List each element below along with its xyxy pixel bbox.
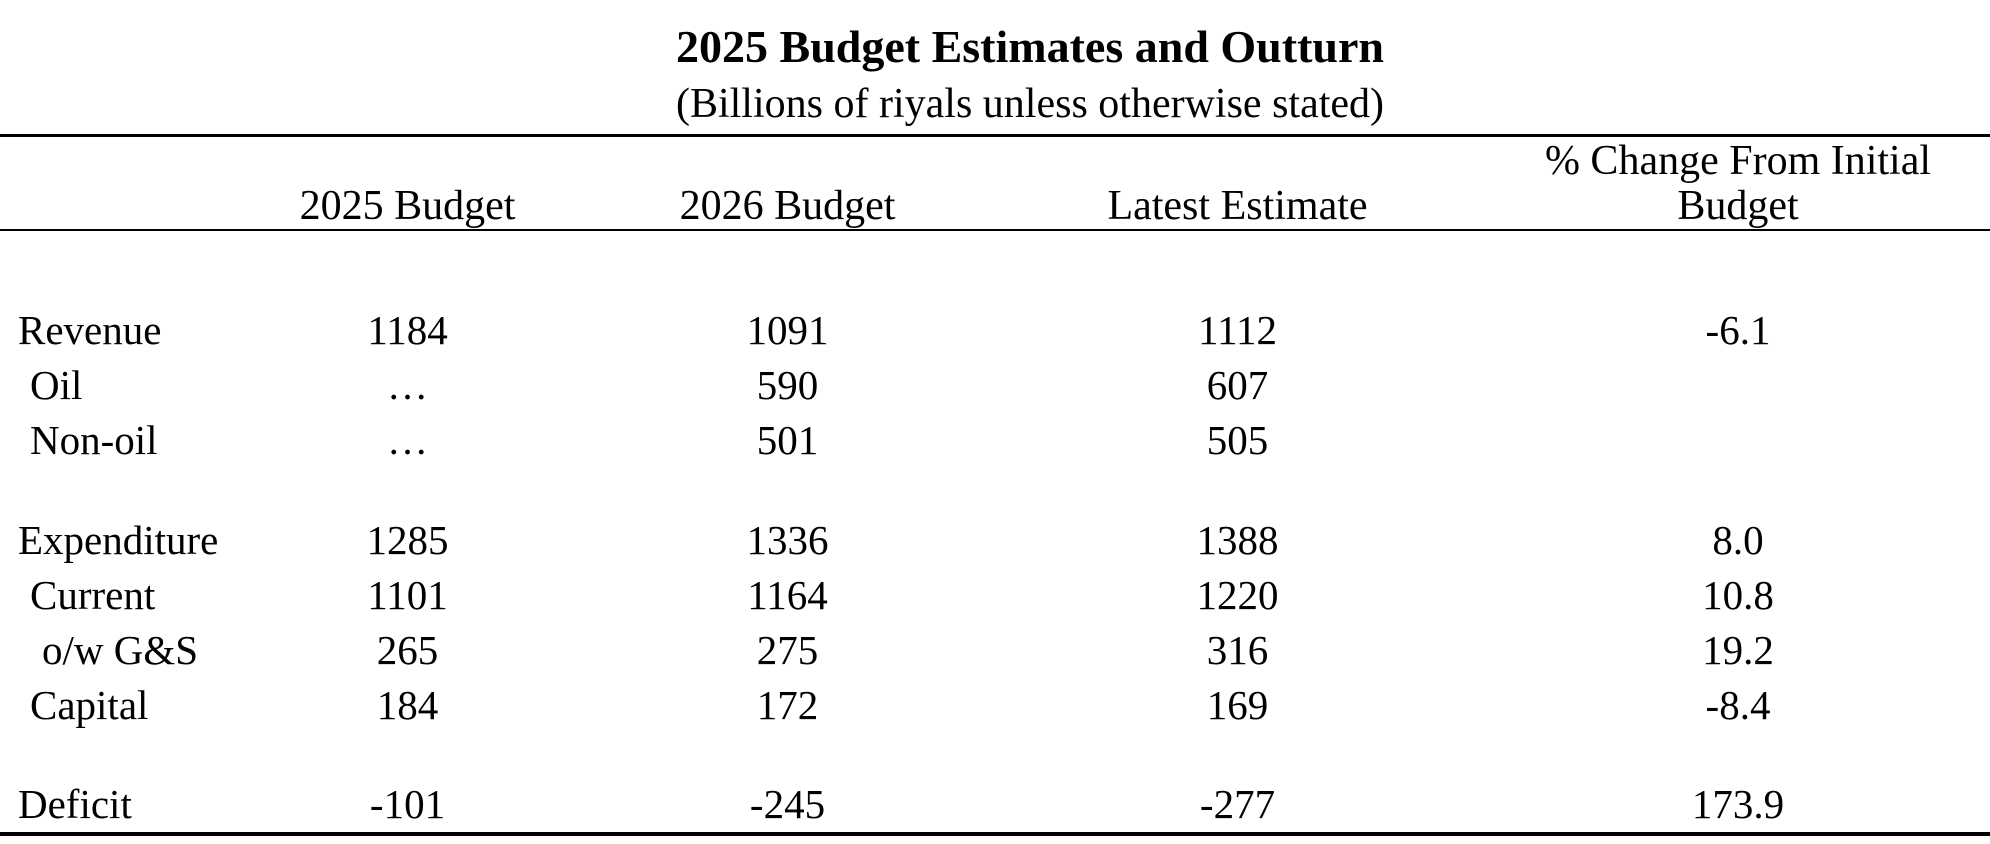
table-cell: -101 xyxy=(369,781,446,827)
table-header: % Change From Initial 2025 Budget 2026 B… xyxy=(0,137,1990,229)
table-cell: … xyxy=(387,362,428,408)
table-cell: 19.2 xyxy=(1702,627,1774,673)
row-label: Deficit xyxy=(18,781,132,827)
header-row-2: 2025 Budget 2026 Budget Latest Estimate … xyxy=(0,183,1990,229)
title-block: 2025 Budget Estimates and Outturn (Billi… xyxy=(0,0,1990,134)
column-header-2026-budget: 2026 Budget xyxy=(679,183,896,229)
page-title: 2025 Budget Estimates and Outturn xyxy=(676,21,1384,72)
row-label: o/w G&S xyxy=(42,627,199,673)
table-row-expenditure: Expenditure 1285 1336 1388 8.0 xyxy=(0,513,1990,568)
table-row-oil: Oil … 590 607 xyxy=(0,358,1990,413)
spacer-row xyxy=(0,733,1990,777)
table-cell: 1091 xyxy=(746,307,829,353)
table-cell: 316 xyxy=(1206,627,1269,673)
table-cell: 1164 xyxy=(747,572,828,618)
table-cell: 275 xyxy=(756,627,819,673)
header-row-1: % Change From Initial xyxy=(0,139,1990,183)
table-cell: 1336 xyxy=(746,517,829,563)
table-cell: 173.9 xyxy=(1691,781,1785,827)
table-cell: 184 xyxy=(376,682,439,728)
table-cell: 505 xyxy=(1206,417,1269,463)
table-cell: 1220 xyxy=(1196,572,1279,618)
page-subtitle: (Billions of riyals unless otherwise sta… xyxy=(675,81,1385,127)
table-header-rule xyxy=(0,229,1990,231)
table-cell: 607 xyxy=(1206,362,1269,408)
table-cell: 1285 xyxy=(366,517,449,563)
row-label: Current xyxy=(30,572,156,618)
table-row-capital: Capital 184 172 169 -8.4 xyxy=(0,678,1990,733)
table-cell: 1112 xyxy=(1198,307,1277,353)
table-cell: 172 xyxy=(756,682,819,728)
table-cell: 1101 xyxy=(367,572,448,618)
table-cell: 590 xyxy=(756,362,819,408)
column-header-pct-change-line2: Budget xyxy=(1677,183,1799,229)
table-cell: 501 xyxy=(756,417,819,463)
table-row-ow-gs: o/w G&S 265 275 316 19.2 xyxy=(0,623,1990,678)
table-cell: 10.8 xyxy=(1702,572,1774,618)
row-label: Oil xyxy=(30,362,83,408)
row-label: Revenue xyxy=(18,307,162,353)
table-bottom-rule xyxy=(0,832,1990,836)
table-cell: -8.4 xyxy=(1705,682,1771,728)
table-cell: 8.0 xyxy=(1712,517,1764,563)
table-cell: 1184 xyxy=(367,307,448,353)
table-top-rule xyxy=(0,134,1990,137)
table-body: Revenue 1184 1091 1112 -6.1 Oil … 590 60… xyxy=(0,231,1990,832)
table-cell: 169 xyxy=(1206,682,1269,728)
column-header-2025-budget: 2025 Budget xyxy=(299,183,516,229)
table-row-current: Current 1101 1164 1220 10.8 xyxy=(0,568,1990,623)
table-cell: -277 xyxy=(1199,781,1276,827)
spacer-row xyxy=(0,468,1990,513)
table-row-revenue: Revenue 1184 1091 1112 -6.1 xyxy=(0,303,1990,358)
column-header-pct-change-line1: % Change From Initial xyxy=(1544,138,1932,184)
row-label: Non-oil xyxy=(30,417,158,463)
table-row-deficit: Deficit -101 -245 -277 173.9 xyxy=(0,777,1990,832)
table-cell: … xyxy=(387,417,428,463)
column-header-latest-estimate: Latest Estimate xyxy=(1107,183,1368,229)
table-cell: 265 xyxy=(376,627,439,673)
row-label: Expenditure xyxy=(18,517,219,563)
table-row-non-oil: Non-oil … 501 505 xyxy=(0,413,1990,468)
row-label: Capital xyxy=(30,682,149,728)
table-cell: 1388 xyxy=(1196,517,1279,563)
spacer-row xyxy=(0,231,1990,303)
table-cell: -6.1 xyxy=(1705,307,1771,353)
table-cell: -245 xyxy=(749,781,826,827)
